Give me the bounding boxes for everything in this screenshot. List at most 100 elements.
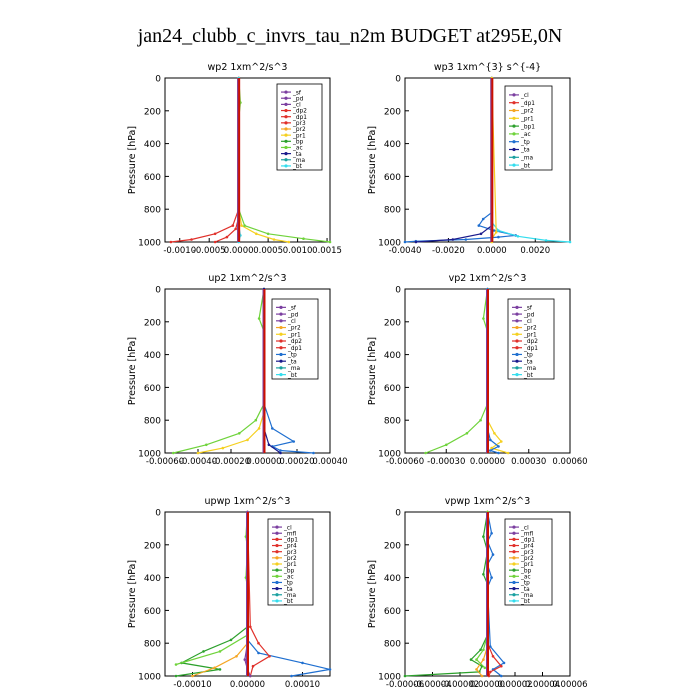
legend-marker: [275, 531, 279, 535]
data-point: [494, 230, 498, 234]
data-point: [238, 432, 241, 435]
legend-marker: [279, 339, 283, 343]
data-point: [172, 451, 175, 455]
data-point: [249, 625, 252, 629]
data-point: [279, 451, 282, 455]
data-point: [235, 655, 238, 658]
chart-panel-6: vpwp 1xm^2/s^3 Pressure [hPa] 0 200 400 600 80…: [367, 496, 588, 690]
data-point: [279, 449, 282, 452]
legend-marker: [512, 562, 516, 566]
legend-marker: [512, 116, 516, 120]
y-tick-label: 400: [384, 351, 401, 361]
legend-entry: _bt: [523, 373, 534, 379]
legend-marker: [279, 366, 283, 370]
legend-entry: _ac: [292, 146, 303, 152]
legend-marker: [512, 101, 516, 105]
data-point: [445, 443, 448, 447]
x-tick-label: -0.00040: [179, 457, 217, 467]
legend-marker: [275, 562, 279, 566]
legend-marker: [512, 556, 516, 560]
legend-entry: _ma: [523, 366, 537, 372]
y-axis-label: Pressure [hPa]: [127, 337, 138, 405]
legend-marker: [275, 525, 279, 529]
x-tick-label: -0.00006: [386, 680, 424, 690]
legend-marker: [279, 346, 283, 350]
legend: _sf_pd_cl_pr2_pr1_dp2_dp1_tp_ta_ma_bt: [271, 298, 319, 380]
data-point: [464, 238, 468, 241]
legend-entry: _ac: [520, 132, 531, 138]
data-point: [257, 427, 261, 430]
data-point: [257, 651, 260, 655]
y-tick-label: 1000: [138, 239, 161, 249]
x-tick-label: -0.0005: [193, 246, 226, 256]
data-point: [328, 240, 332, 244]
legend-marker: [512, 93, 516, 97]
x-tick-label: -0.00060: [386, 457, 424, 467]
data-point: [218, 650, 222, 653]
data-point: [482, 317, 485, 320]
legend-marker: [515, 373, 519, 377]
y-axis-label: Pressure [hPa]: [367, 126, 378, 194]
legend-marker: [279, 325, 283, 330]
legend-entry: _pr4: [283, 544, 297, 550]
data-point: [312, 451, 315, 455]
legend-marker: [515, 305, 519, 309]
x-tick-label: 0.00000: [230, 680, 265, 690]
data-point: [491, 655, 495, 658]
legend-entry: _cl: [287, 319, 296, 325]
data-point: [479, 418, 482, 422]
legend-entry: _tp: [520, 140, 530, 146]
x-tick-label: -0.0010: [163, 246, 196, 256]
x-tick-label: 0.00004: [525, 680, 560, 690]
panel-title: up2 1xm^2/s^3: [208, 273, 286, 284]
legend-entry: _cl: [283, 525, 292, 531]
data-point: [479, 648, 482, 652]
data-point: [202, 650, 205, 653]
legend-marker: [279, 332, 283, 336]
data-point: [490, 532, 493, 535]
legend-marker: [284, 90, 288, 94]
legend-marker: [284, 96, 288, 100]
y-tick-label: 600: [144, 384, 161, 394]
data-point: [568, 240, 572, 244]
data-point: [516, 235, 520, 238]
data-point: [403, 240, 407, 244]
legend-entry: _pr2: [523, 326, 537, 332]
x-tick-label: 0.00020: [279, 457, 314, 467]
legend-box: [504, 85, 553, 171]
data-point: [475, 658, 478, 661]
data-point: [190, 238, 193, 241]
legend-entry: _pr1: [520, 117, 534, 123]
legend-marker: [512, 163, 516, 167]
data-point: [497, 451, 500, 455]
legend: _sf_pd_cl_pr2_pr1_dp2_dp1_tp_ta_ma_bt: [507, 298, 555, 380]
x-tick-label: -0.00030: [427, 457, 465, 467]
y-tick-label: 0: [395, 75, 401, 85]
legend-marker: [512, 537, 516, 541]
legend-marker: [279, 319, 283, 323]
panel-title: wp2 1xm^2/s^3: [208, 62, 288, 73]
y-tick-label: 800: [384, 417, 401, 427]
legend-entry: _dp2: [287, 339, 302, 345]
y-tick-label: 1000: [378, 239, 401, 249]
legend-entry: _pd: [523, 312, 535, 318]
y-tick-label: 200: [384, 318, 401, 328]
data-point: [205, 443, 208, 447]
data-point: [225, 235, 229, 239]
legend-marker: [284, 145, 288, 150]
data-point: [251, 664, 255, 668]
legend-marker: [512, 568, 516, 572]
data-point: [465, 432, 469, 435]
data-point: [272, 238, 276, 241]
data-point: [482, 535, 485, 538]
legend-entry: _ta: [520, 587, 530, 593]
y-tick-label: 0: [395, 509, 401, 519]
legend-entry: _ta: [283, 587, 293, 593]
y-tick-label: 0: [395, 286, 401, 296]
x-tick-label: -0.00002: [441, 680, 479, 690]
y-axis-label: Pressure [hPa]: [367, 560, 378, 628]
data-point: [497, 229, 500, 232]
legend-entry: _pr2: [520, 109, 534, 115]
y-tick-label: 400: [144, 574, 161, 584]
x-tick-label: -0.00020: [212, 457, 250, 467]
